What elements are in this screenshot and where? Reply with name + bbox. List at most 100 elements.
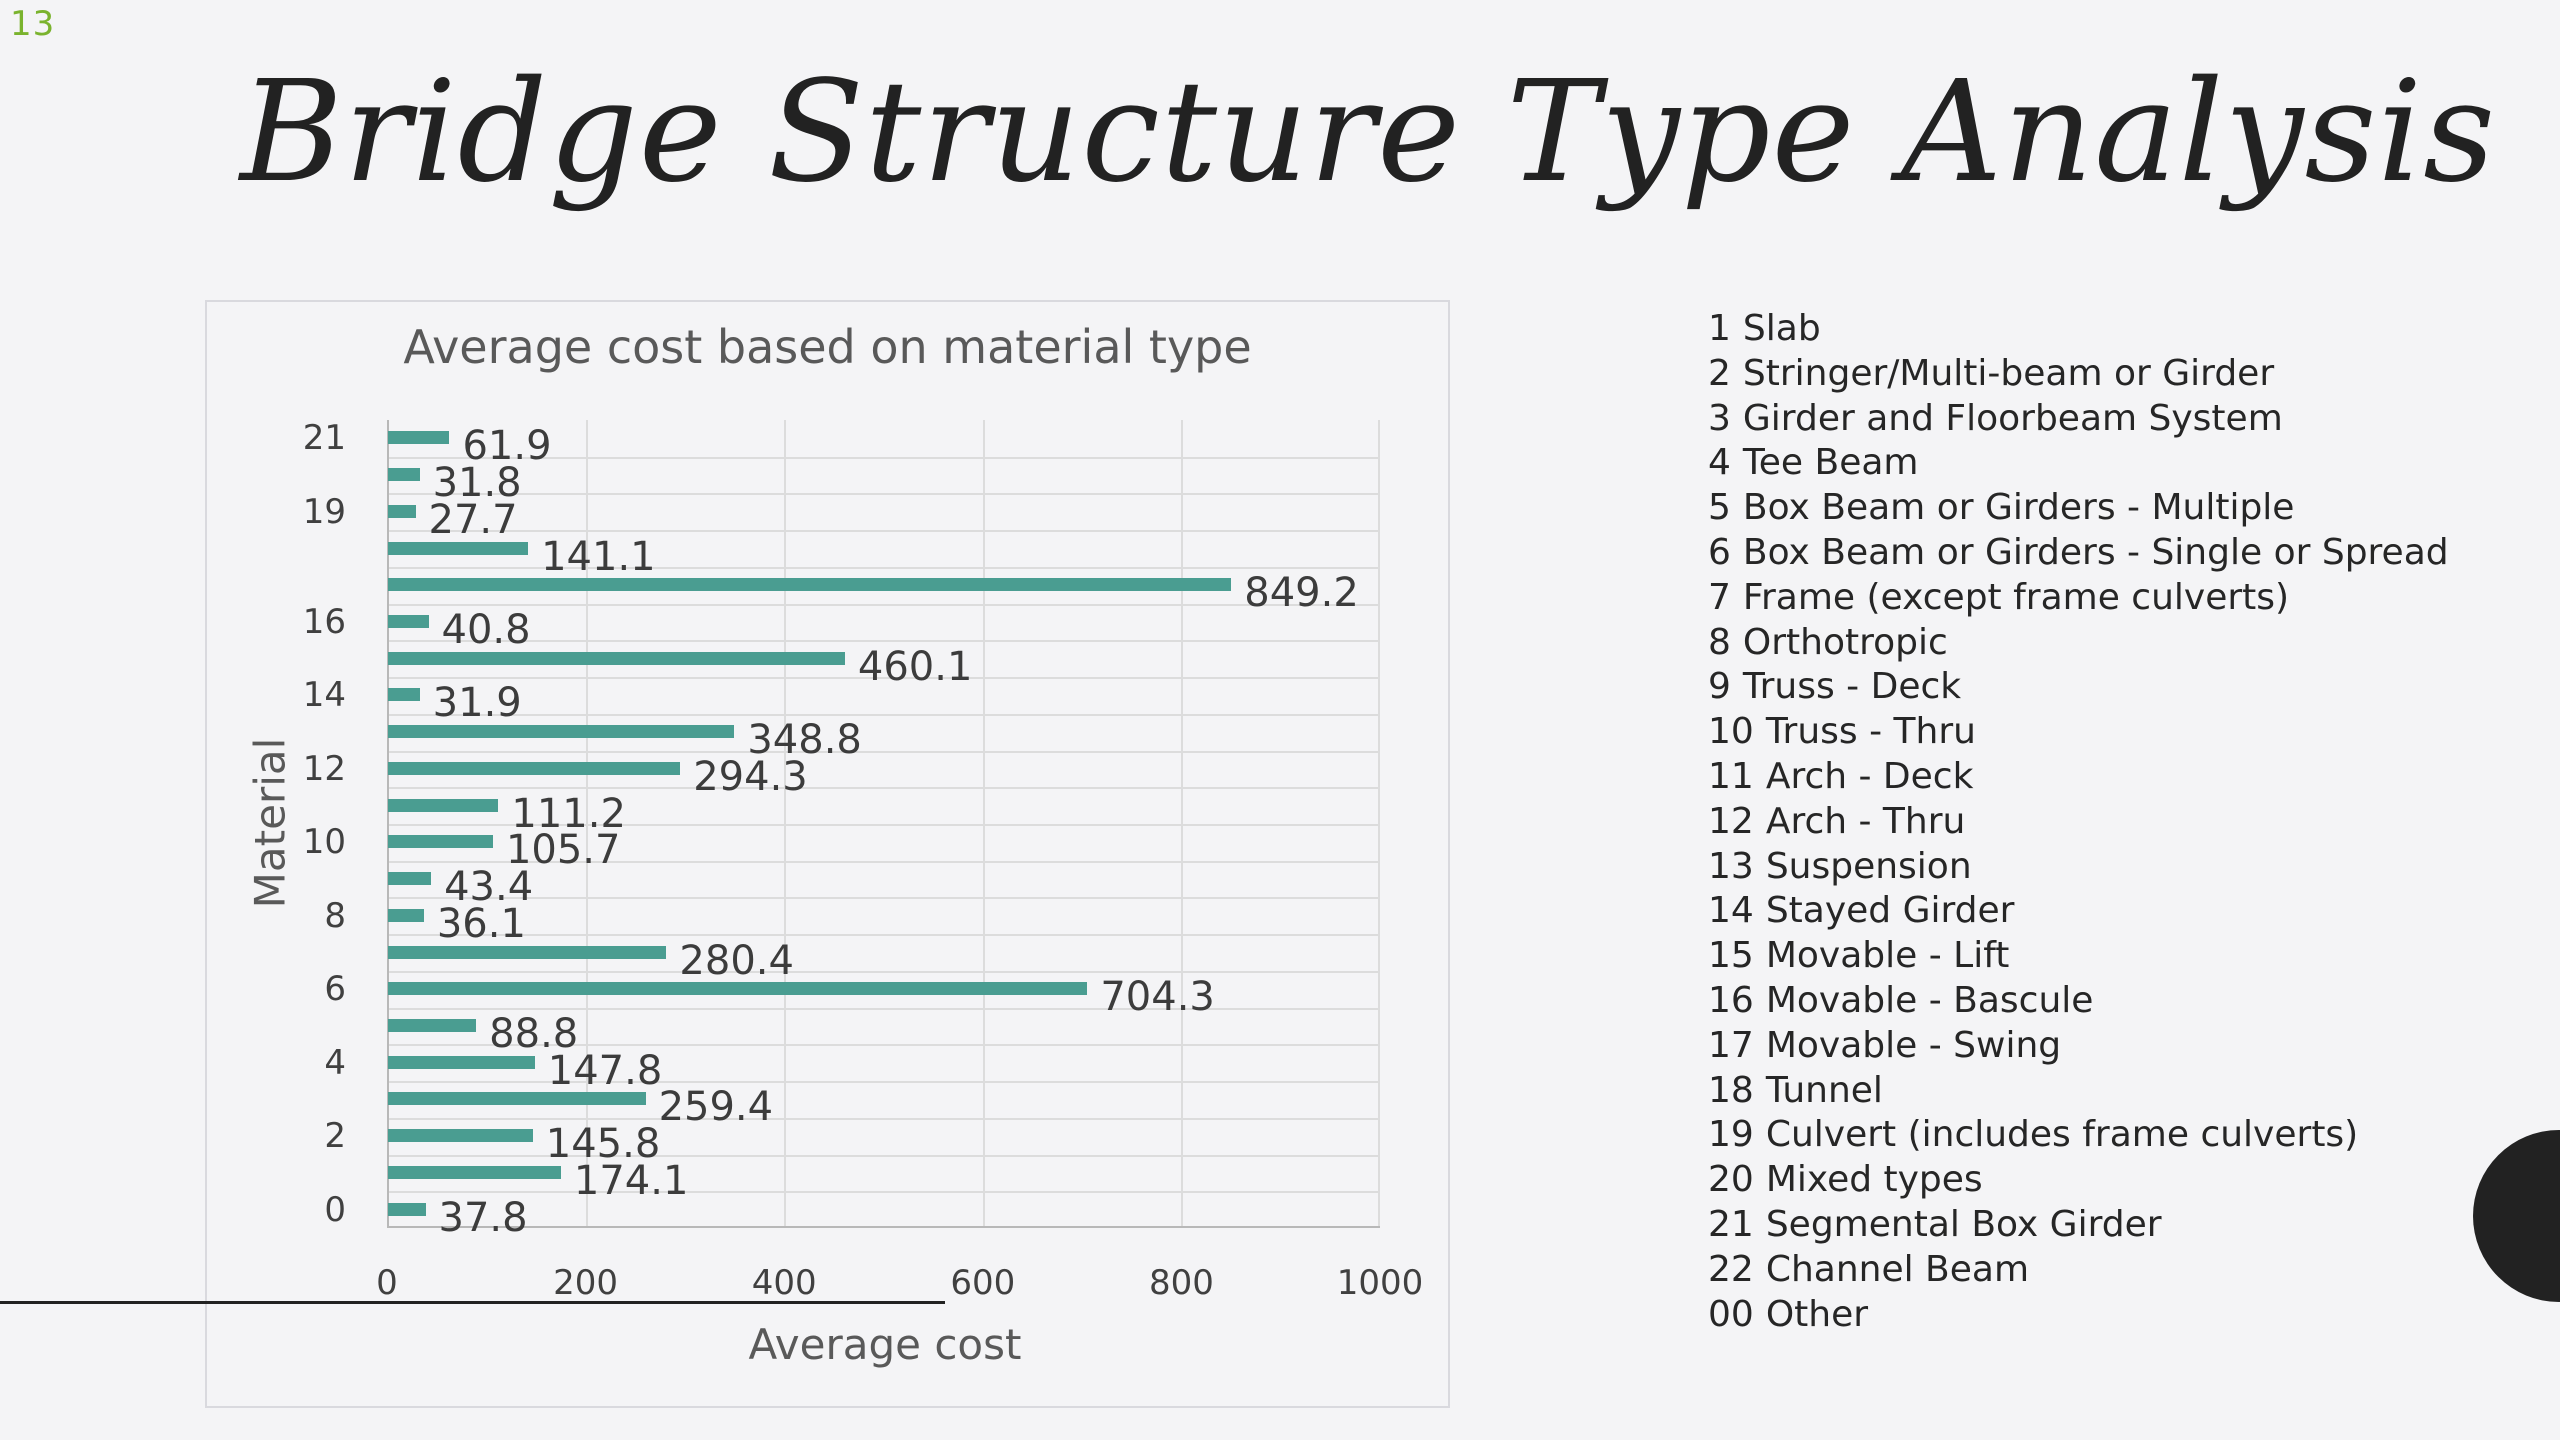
legend-name: Truss - Thru bbox=[1765, 711, 1976, 753]
gridline-horizontal bbox=[387, 566, 1380, 569]
legend-name: Arch - Deck bbox=[1765, 755, 1974, 797]
gridline-horizontal bbox=[387, 456, 1380, 459]
bar-data-label: 145.8 bbox=[545, 1121, 661, 1168]
legend-code: 3 bbox=[1708, 397, 1731, 439]
legend-item: 21 Segmental Box Girder bbox=[1708, 1203, 2449, 1248]
bar-data-label: 259.4 bbox=[658, 1084, 774, 1131]
y-tick-label: 6 bbox=[324, 969, 346, 1010]
legend-code: 6 bbox=[1708, 531, 1731, 573]
gridline-horizontal bbox=[387, 750, 1380, 753]
bar bbox=[388, 1055, 535, 1069]
legend-item: 13 Suspension bbox=[1708, 845, 2449, 890]
y-tick-label: 8 bbox=[324, 895, 346, 936]
legend-item: 17 Movable - Swing bbox=[1708, 1024, 2449, 1069]
bar-data-label: 31.9 bbox=[432, 680, 522, 727]
chart-title: Average cost based on material type bbox=[403, 320, 1252, 374]
legend-name: Tunnel bbox=[1765, 1069, 1883, 1111]
legend-item: 16 Movable - Bascule bbox=[1708, 979, 2449, 1024]
legend-name: Tee Beam bbox=[1742, 442, 1919, 484]
y-tick-label: 10 bbox=[302, 822, 346, 863]
bar bbox=[388, 431, 450, 445]
legend-item: 00 Other bbox=[1708, 1293, 2449, 1338]
legend-item: 3 Girder and Floorbeam System bbox=[1708, 397, 2449, 442]
legend-code: 19 bbox=[1708, 1114, 1754, 1156]
x-axis-line bbox=[387, 1226, 1380, 1228]
legend-item: 15 Movable - Lift bbox=[1708, 934, 2449, 979]
decorative-circle bbox=[2473, 1130, 2560, 1302]
gridline-horizontal bbox=[387, 1044, 1380, 1047]
legend-name: Box Beam or Girders - Multiple bbox=[1742, 487, 2295, 529]
legend-item: 14 Stayed Girder bbox=[1708, 889, 2449, 934]
gridline-horizontal bbox=[387, 970, 1380, 973]
bar bbox=[388, 798, 499, 812]
gridline-horizontal bbox=[387, 824, 1380, 826]
gridline-horizontal bbox=[387, 677, 1380, 680]
bar-data-label: 37.8 bbox=[438, 1194, 528, 1241]
legend-name: Segmental Box Girder bbox=[1765, 1203, 2162, 1245]
legend-name: Movable - Swing bbox=[1765, 1024, 2062, 1066]
bar bbox=[388, 725, 735, 739]
bar-data-label: 147.8 bbox=[547, 1047, 663, 1094]
legend-item: 10 Truss - Thru bbox=[1708, 710, 2449, 755]
legend-item: 6 Box Beam or Girders - Single or Spread bbox=[1708, 531, 2449, 576]
x-tick-label: 200 bbox=[553, 1263, 619, 1303]
legend-name: Girder and Floorbeam System bbox=[1742, 397, 2283, 439]
legend-code: 21 bbox=[1708, 1203, 1754, 1245]
legend-code: 9 bbox=[1708, 666, 1731, 708]
legend-code: 7 bbox=[1708, 576, 1731, 618]
legend-name: Slab bbox=[1742, 308, 1821, 349]
legend-item: 5 Box Beam or Girders - Multiple bbox=[1708, 486, 2449, 531]
bar-data-label: 348.8 bbox=[747, 717, 862, 764]
legend-name: Arch - Thru bbox=[1765, 800, 1966, 842]
x-tick-label: 400 bbox=[751, 1263, 817, 1303]
x-tick-label: 1000 bbox=[1336, 1263, 1424, 1303]
bar-data-label: 294.3 bbox=[693, 753, 808, 800]
bar bbox=[388, 541, 529, 555]
legend-code: 10 bbox=[1708, 711, 1754, 753]
bar bbox=[388, 504, 416, 518]
legend-code: 00 bbox=[1708, 1293, 1754, 1335]
gridline-horizontal bbox=[387, 640, 1380, 643]
bar bbox=[388, 578, 1232, 592]
legend-code: 15 bbox=[1708, 935, 1754, 977]
bar bbox=[388, 1202, 426, 1216]
bar bbox=[388, 615, 429, 628]
gridline-horizontal bbox=[387, 860, 1380, 863]
gridline-horizontal bbox=[387, 787, 1380, 790]
gridline-horizontal bbox=[387, 1081, 1380, 1084]
legend-item: 8 Orthotropic bbox=[1708, 621, 2449, 666]
bar-data-label: 704.3 bbox=[1100, 974, 1215, 1021]
legend-name: Stayed Girder bbox=[1765, 890, 2015, 932]
y-tick-label: 19 bbox=[302, 491, 346, 532]
bar-data-label: 40.8 bbox=[441, 607, 531, 653]
plot-area: 61.9 31.8 27.7 141.1 849.2 40.8 460.1 31.9 348.8… bbox=[387, 420, 1380, 1238]
gridline-horizontal bbox=[387, 493, 1380, 496]
legend-item: 11 Arch - Deck bbox=[1708, 755, 2449, 800]
y-tick-label: 21 bbox=[302, 418, 346, 459]
legend-item: 4 Tee Beam bbox=[1708, 441, 2449, 486]
legend-code: 5 bbox=[1708, 487, 1731, 529]
bar-data-label: 88.8 bbox=[489, 1011, 579, 1057]
bar-data-label: 280.4 bbox=[679, 937, 794, 984]
gridline-horizontal bbox=[387, 1154, 1380, 1157]
y-tick-label: 0 bbox=[324, 1189, 346, 1230]
legend-code: 13 bbox=[1708, 845, 1754, 887]
gridline-horizontal bbox=[387, 897, 1380, 900]
legend-code: 2 bbox=[1708, 352, 1731, 394]
legend-code: 20 bbox=[1708, 1159, 1754, 1201]
legend-code: 14 bbox=[1708, 890, 1754, 932]
legend-name: Mixed types bbox=[1765, 1159, 1983, 1201]
legend-name: Other bbox=[1765, 1293, 1869, 1335]
bar bbox=[388, 1129, 533, 1143]
bar bbox=[388, 908, 424, 922]
y-tick-label: 12 bbox=[302, 748, 346, 789]
legend-item: 2 Stringer/Multi-beam or Girder bbox=[1708, 352, 2449, 397]
x-tick-label: 600 bbox=[950, 1263, 1016, 1303]
legend-item: 18 Tunnel bbox=[1708, 1069, 2449, 1114]
y-axis-title: Material bbox=[245, 737, 295, 909]
bar-data-label: 27.7 bbox=[428, 496, 518, 543]
legend-code: 16 bbox=[1708, 979, 1754, 1021]
legend-item: 12 Arch - Thru bbox=[1708, 800, 2449, 845]
bar bbox=[388, 1165, 561, 1179]
legend-item: 1 Slab bbox=[1708, 307, 2449, 352]
